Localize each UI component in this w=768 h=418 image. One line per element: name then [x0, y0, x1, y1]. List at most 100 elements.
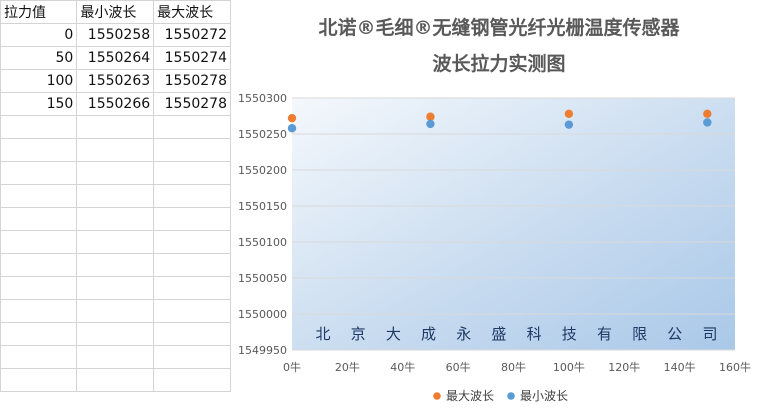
- empty-cell[interactable]: [153, 253, 231, 277]
- plot-area: [292, 98, 735, 350]
- empty-cell[interactable]: [76, 184, 155, 208]
- empty-row: [0, 161, 231, 185]
- max-wavelength-point: [287, 113, 297, 123]
- table-cell[interactable]: 1550266: [76, 92, 155, 116]
- empty-cell[interactable]: [153, 138, 231, 162]
- watermark-char: 成: [421, 325, 436, 343]
- empty-cell[interactable]: [0, 230, 78, 254]
- watermark-char: 永: [456, 325, 471, 343]
- chart-svg: 北诺®毛细®无缝钢管光纤光栅温度传感器 波长拉力实测图 1549950 15500…: [238, 16, 751, 403]
- data-table: 拉力值 最小波长 最大波长 0 1550258 1550272 50 1550264 15502…: [0, 0, 231, 392]
- max-wavelength-point: [703, 109, 712, 119]
- chart[interactable]: 北诺®毛细®无缝钢管光纤光栅温度传感器 波长拉力实测图 1549950 15500…: [232, 0, 768, 418]
- empty-cell[interactable]: [0, 161, 78, 185]
- legend-label: 最大波长: [446, 389, 494, 403]
- empty-cell[interactable]: [153, 115, 231, 139]
- empty-cell[interactable]: [153, 368, 231, 392]
- y-tick-label: 1550250: [238, 128, 287, 141]
- empty-cell[interactable]: [153, 345, 231, 369]
- x-tick-label: 20牛: [335, 360, 360, 374]
- legend-marker: [433, 392, 441, 400]
- table-cell[interactable]: 100: [0, 69, 78, 93]
- empty-cell[interactable]: [0, 138, 78, 162]
- data-points: [287, 109, 712, 133]
- empty-cell[interactable]: [153, 207, 231, 231]
- gridlines: [292, 97, 735, 351]
- empty-cell[interactable]: [76, 368, 155, 392]
- y-tick-label: 1550300: [238, 92, 287, 105]
- x-tick-label: 120牛: [608, 360, 640, 374]
- column-header[interactable]: 最大波长: [153, 0, 231, 24]
- table-cell[interactable]: 1550274: [153, 46, 231, 70]
- empty-cell[interactable]: [76, 345, 155, 369]
- empty-cell[interactable]: [0, 207, 78, 231]
- empty-cell[interactable]: [76, 230, 155, 254]
- x-tick-label: 80牛: [501, 360, 526, 374]
- watermark-char: 公: [667, 325, 682, 343]
- table-cell[interactable]: 1550272: [153, 23, 231, 47]
- empty-cell[interactable]: [76, 299, 155, 323]
- table-cell[interactable]: 1550263: [76, 69, 155, 93]
- max-wavelength-point: [426, 112, 435, 121]
- x-tick-label: 140牛: [664, 360, 696, 374]
- empty-cell[interactable]: [0, 276, 78, 300]
- empty-cell[interactable]: [76, 207, 155, 231]
- min-wavelength-point: [426, 119, 435, 129]
- min-wavelength-point: [564, 120, 574, 129]
- empty-cell[interactable]: [153, 276, 231, 300]
- empty-cell[interactable]: [76, 276, 155, 300]
- empty-row: [0, 184, 231, 208]
- empty-cell[interactable]: [0, 299, 78, 323]
- watermark-char: 盛: [491, 325, 506, 343]
- chart-title: 北诺®毛细®无缝钢管光纤光栅温度传感器: [318, 16, 680, 39]
- table-cell[interactable]: 1550258: [76, 23, 155, 47]
- table-row: 150 1550266 1550278: [0, 92, 231, 116]
- empty-cell[interactable]: [0, 115, 78, 139]
- empty-cell[interactable]: [76, 322, 155, 346]
- table-cell[interactable]: 0: [0, 23, 78, 47]
- watermark-char: 有: [597, 325, 612, 343]
- spreadsheet: 拉力值 最小波长 最大波长 0 1550258 1550272 50 1550264 15502…: [0, 0, 231, 418]
- x-tick-label: 60牛: [446, 360, 471, 374]
- max-wavelength-point: [564, 109, 574, 119]
- empty-cell[interactable]: [0, 368, 78, 392]
- table-row: 100 1550263 1550278: [0, 69, 231, 93]
- empty-cell[interactable]: [153, 161, 231, 185]
- table-cell[interactable]: 1550264: [76, 46, 155, 70]
- watermark-char: 大: [386, 325, 401, 343]
- x-tick-label: 160牛: [719, 360, 751, 374]
- column-header[interactable]: 拉力值: [0, 0, 78, 24]
- x-axis: 0牛 20牛 40牛 60牛 80牛 100牛 120牛 140牛 160牛: [283, 360, 751, 374]
- table-cell[interactable]: 50: [0, 46, 78, 70]
- x-tick-label: 40牛: [390, 360, 415, 374]
- empty-cell[interactable]: [153, 322, 231, 346]
- y-tick-label: 1549950: [238, 344, 287, 357]
- y-tick-label: 1550000: [238, 308, 287, 321]
- empty-row: [0, 322, 231, 346]
- empty-cell[interactable]: [76, 161, 155, 185]
- table-cell[interactable]: 1550278: [153, 92, 231, 116]
- empty-cell[interactable]: [0, 345, 78, 369]
- legend-marker: [507, 392, 515, 400]
- legend-label: 最小波长: [520, 389, 568, 403]
- empty-cell[interactable]: [76, 253, 155, 277]
- table-header-row: 拉力值 最小波长 最大波长: [0, 0, 231, 24]
- empty-cell[interactable]: [0, 184, 78, 208]
- y-axis: 1549950 1550000 1550050 1550100 1550150 15502…: [238, 92, 287, 357]
- table-cell[interactable]: 1550278: [153, 69, 231, 93]
- empty-row: [0, 276, 231, 300]
- table-row: 0 1550258 1550272: [0, 23, 231, 47]
- column-header[interactable]: 最小波长: [76, 0, 155, 24]
- legend[interactable]: 最大波长 最小波长: [433, 389, 568, 403]
- empty-cell[interactable]: [76, 115, 155, 139]
- empty-cell[interactable]: [153, 230, 231, 254]
- y-tick-label: 1550200: [238, 164, 287, 177]
- table-cell[interactable]: 150: [0, 92, 78, 116]
- empty-row: [0, 115, 231, 139]
- empty-cell[interactable]: [0, 253, 78, 277]
- watermark-char: 限: [632, 325, 647, 343]
- empty-cell[interactable]: [153, 184, 231, 208]
- empty-cell[interactable]: [76, 138, 155, 162]
- empty-cell[interactable]: [153, 299, 231, 323]
- empty-cell[interactable]: [0, 322, 78, 346]
